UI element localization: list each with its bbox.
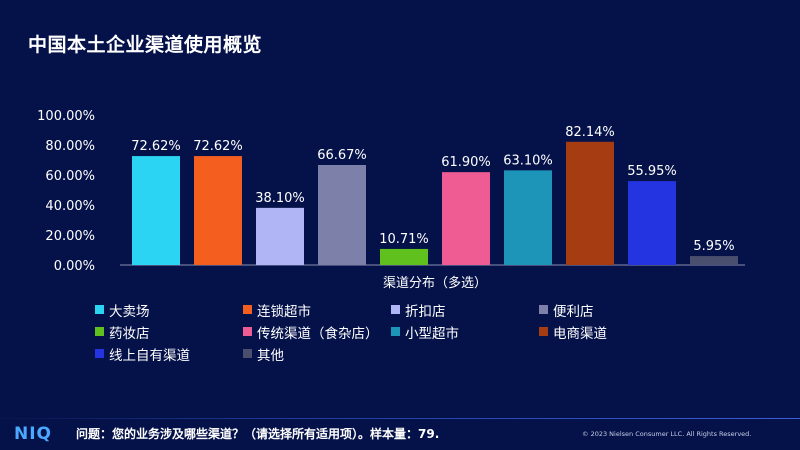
bar-value-label: 72.62% <box>131 139 181 154</box>
legend-label: 大卖场 <box>109 303 150 320</box>
bar <box>628 181 676 265</box>
legend-item: 便利店 <box>539 300 687 320</box>
y-tick-label: 100.00% <box>37 109 95 124</box>
copyright-text: © 2023 Nielsen Consumer LLC. All Rights … <box>582 430 752 438</box>
bar <box>380 248 428 265</box>
legend-item: 连锁超市 <box>243 300 391 320</box>
bar-value-label: 55.95% <box>627 164 677 179</box>
legend-label: 其他 <box>257 347 284 364</box>
data-labels-group: 72.62% 72.62% 38.10% 66.67% 10.71% 61.90% 63.1… <box>131 125 734 254</box>
bar-value-label: 63.10% <box>503 153 553 168</box>
bar-value-label: 61.90% <box>441 155 491 170</box>
legend-swatch <box>243 305 252 314</box>
y-tick-label: 0.00% <box>54 259 95 274</box>
bar <box>318 164 366 265</box>
y-tick-label: 20.00% <box>45 229 95 244</box>
legend-swatch <box>391 305 400 314</box>
bar <box>566 141 614 265</box>
bar <box>442 172 490 265</box>
legend-swatch <box>243 327 252 336</box>
legend-label: 药妆店 <box>109 325 150 342</box>
legend-label: 便利店 <box>553 303 594 320</box>
legend-swatch <box>243 349 252 358</box>
y-tick-label: 60.00% <box>45 169 95 184</box>
legend-item: 其他 <box>243 344 391 364</box>
bars-group <box>132 141 738 265</box>
legend-swatch <box>95 327 104 336</box>
bar <box>132 156 180 265</box>
bar-value-label: 10.71% <box>379 232 429 247</box>
legend-item: 折扣店 <box>391 300 539 320</box>
question-footnote: 问题：您的业务涉及哪些渠道？（请选择所有适用项）。样本量：79. <box>76 427 440 441</box>
legend-item: 线上自有渠道 <box>95 344 243 364</box>
legend-item: 药妆店 <box>95 322 243 342</box>
legend-label: 小型超市 <box>405 325 459 342</box>
niq-logo: NIQ <box>14 424 53 444</box>
legend-swatch <box>539 305 548 314</box>
bar <box>194 156 242 265</box>
legend-label: 折扣店 <box>405 303 446 320</box>
bar <box>256 207 304 265</box>
legend-item: 大卖场 <box>95 300 243 320</box>
legend-swatch <box>539 327 548 336</box>
x-axis-title: 渠道分布（多选） <box>383 275 487 291</box>
bar-value-label: 82.14% <box>565 125 615 140</box>
legend-item: 小型超市 <box>391 322 539 342</box>
legend-swatch <box>95 305 104 314</box>
bar-value-label: 38.10% <box>255 191 305 206</box>
legend-label: 连锁超市 <box>257 303 311 320</box>
legend: 大卖场 连锁超市 折扣店 便利店药妆店 传统渠道（食杂店） 小型超市 电商渠道线上自有渠道 其… <box>95 300 735 364</box>
y-tick-label: 40.00% <box>45 199 95 214</box>
bar-value-label: 66.67% <box>317 148 367 163</box>
legend-label: 传统渠道（食杂店） <box>257 325 379 342</box>
bar <box>690 256 738 265</box>
legend-label: 电商渠道 <box>553 325 607 342</box>
bar <box>504 170 552 265</box>
bar-chart: 0.00% 20.00% 40.00% 60.00% 80.00% 100.00% 72.… <box>37 109 745 291</box>
y-axis: 0.00% 20.00% 40.00% 60.00% 80.00% 100.00% <box>37 109 95 274</box>
page-title: 中国本土企业渠道使用概览 <box>28 34 263 56</box>
legend-swatch <box>95 349 104 358</box>
legend-swatch <box>391 327 400 336</box>
bar-value-label: 5.95% <box>693 239 734 254</box>
legend-item: 电商渠道 <box>539 322 687 342</box>
y-tick-label: 80.00% <box>45 139 95 154</box>
legend-label: 线上自有渠道 <box>109 347 190 364</box>
bar-value-label: 72.62% <box>193 139 243 154</box>
legend-item: 传统渠道（食杂店） <box>243 322 391 342</box>
footer-divider <box>0 418 800 419</box>
